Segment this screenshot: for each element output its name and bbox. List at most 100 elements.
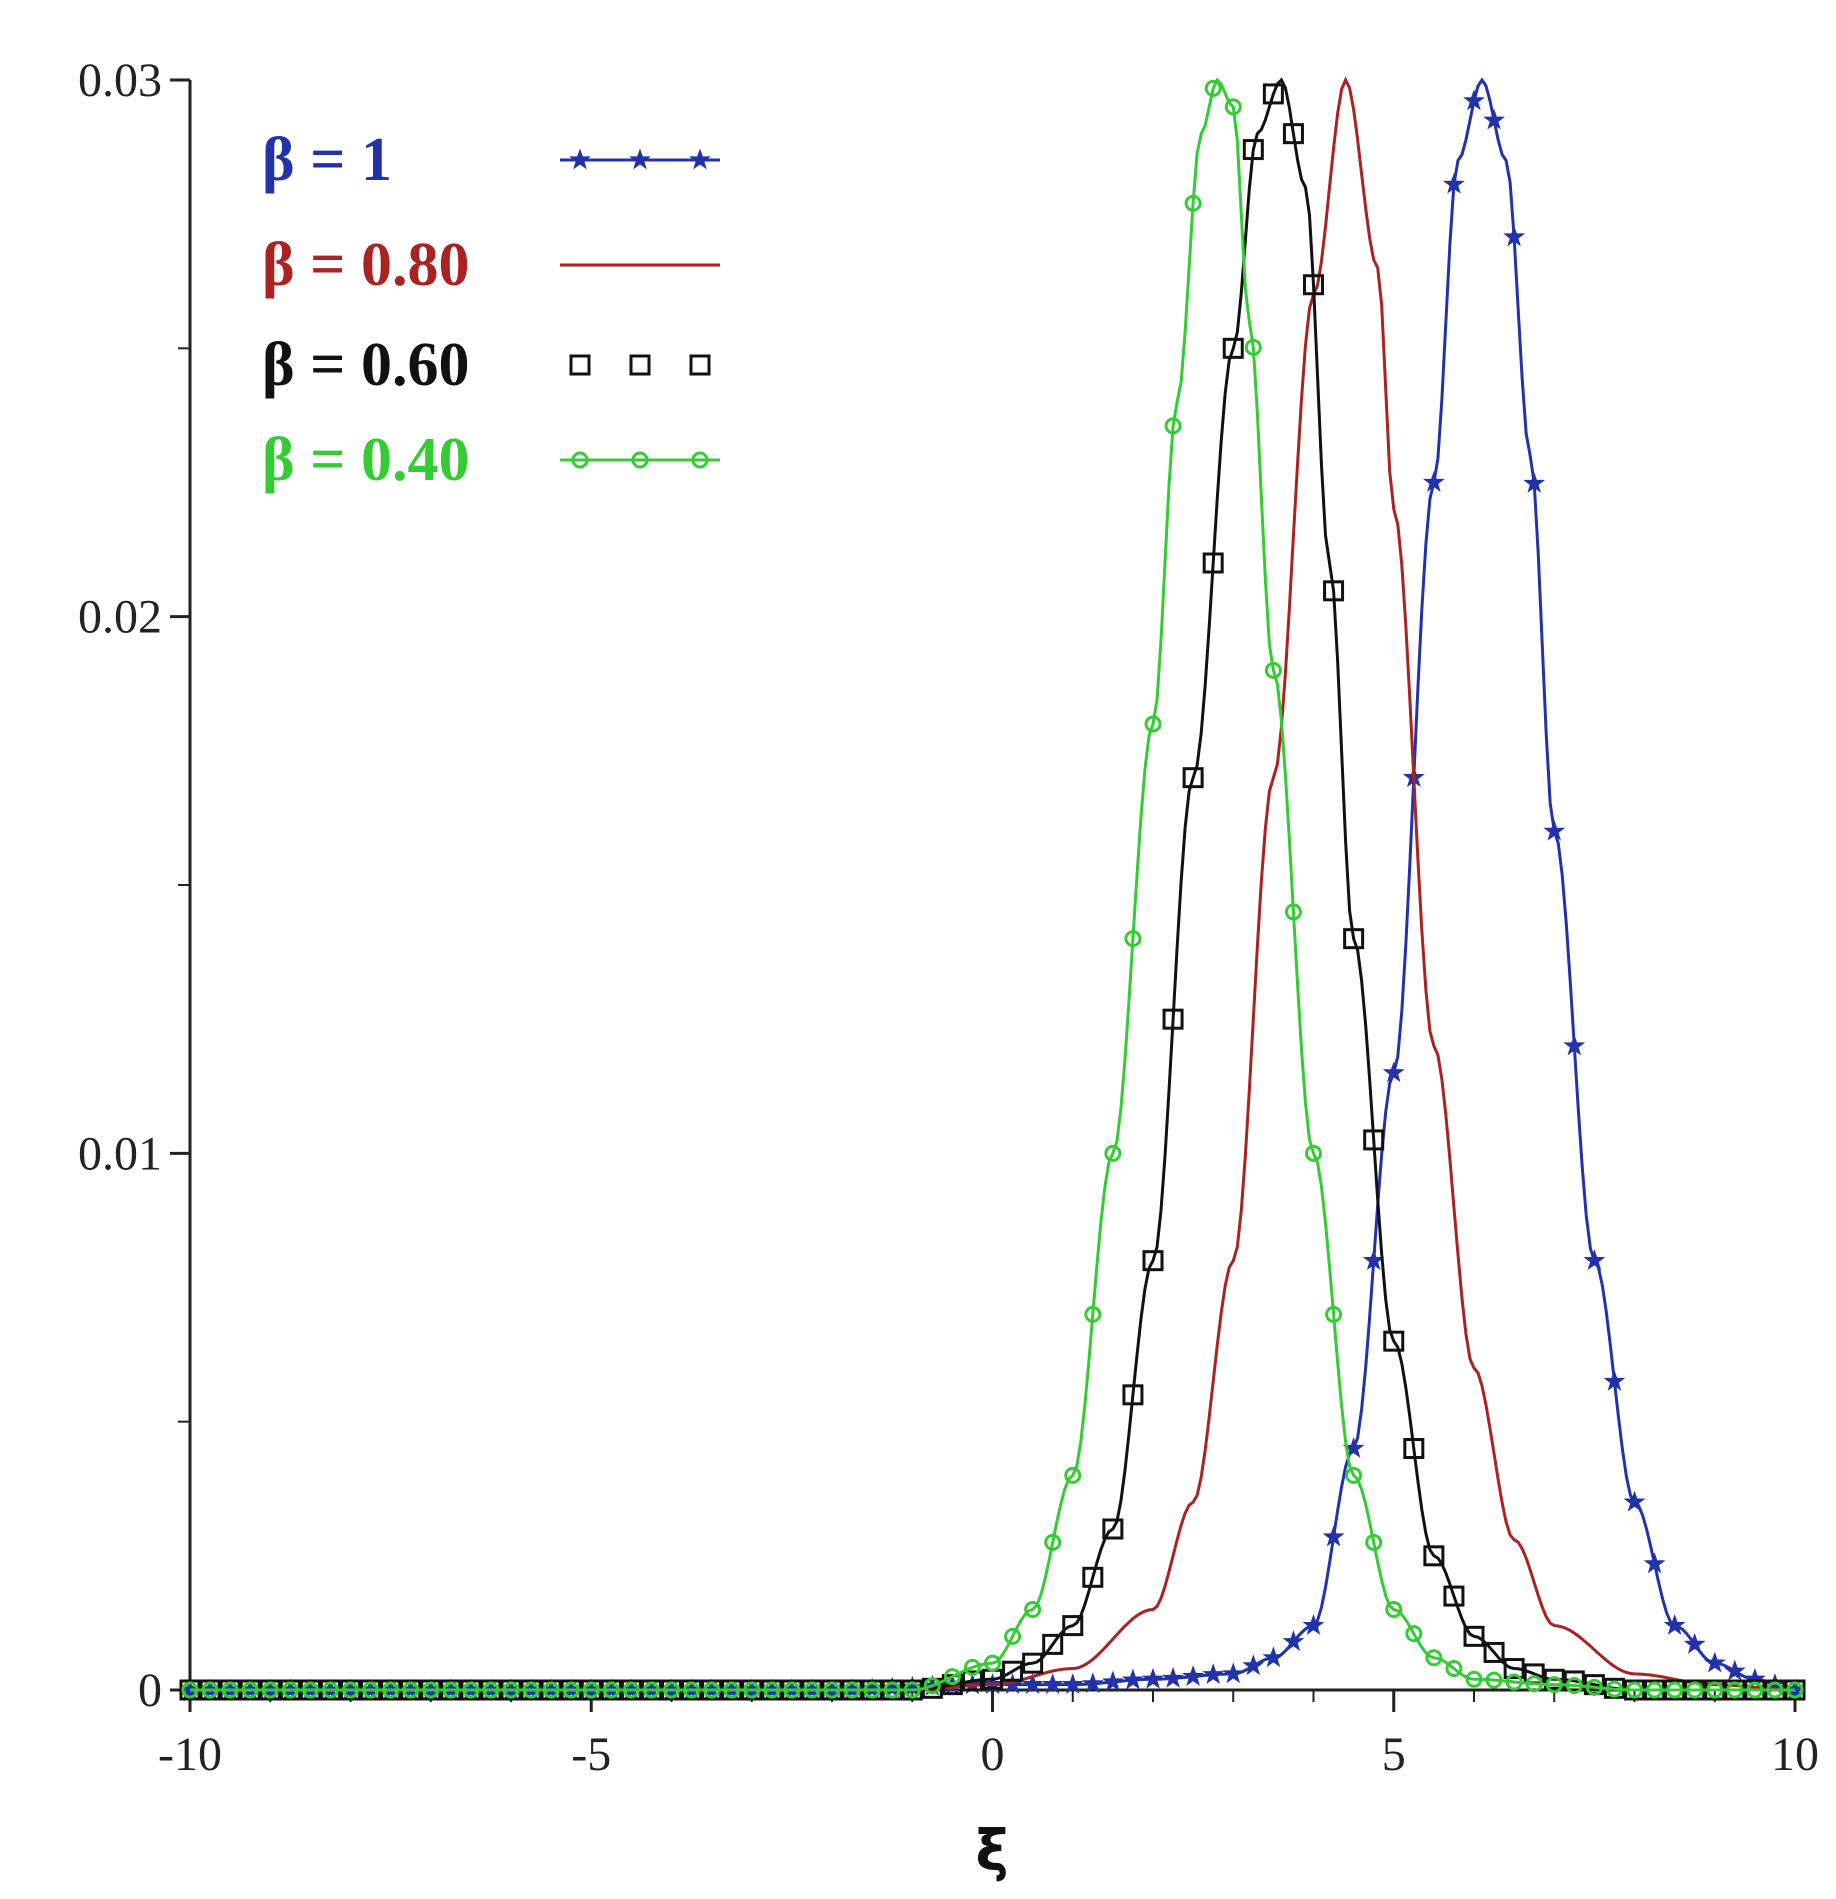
series-0-point: [1563, 1034, 1586, 1056]
series-3-point: [1224, 98, 1242, 116]
x-tick-label-1: -5: [571, 1728, 611, 1781]
series-3-point: [1284, 903, 1302, 921]
series-3-point: [582, 1681, 600, 1699]
series-3-point: [1184, 194, 1202, 212]
series-3-point: [1425, 1649, 1443, 1667]
series-3-point: [402, 1681, 420, 1699]
series-3-point: [562, 1681, 580, 1699]
series-3-point: [1124, 930, 1142, 948]
y-tick-label-1: 0.01: [78, 1127, 162, 1180]
series-2: [179, 77, 1806, 1701]
series-3-point: [1766, 1681, 1784, 1699]
series-2-point: [1343, 928, 1365, 950]
series-2-point: [1082, 1566, 1104, 1588]
series-3-point: [1706, 1681, 1724, 1699]
y-tick-label-0: 0: [138, 1664, 162, 1717]
series-3-point: [663, 1681, 680, 1699]
series-0-point: [1222, 1662, 1245, 1684]
x-tick-label-0: -10: [158, 1728, 222, 1781]
series-3-point: [963, 1658, 981, 1676]
series-3-point: [743, 1681, 761, 1699]
series-3-point: [1545, 1676, 1563, 1694]
series-3-point: [1525, 1675, 1543, 1693]
series-2-point: [1142, 1250, 1164, 1272]
series-0-point: [1683, 1632, 1706, 1654]
series-0-point: [1262, 1646, 1285, 1668]
series-0-point: [1483, 108, 1506, 130]
series-3-point: [723, 1681, 741, 1699]
series-0-point: [1523, 471, 1546, 493]
series-3-point: [482, 1681, 500, 1699]
legend-marker-0: [629, 148, 651, 170]
series-3-point: [1204, 79, 1222, 97]
series-0-point: [1081, 1672, 1104, 1694]
legend-marker-2: [569, 354, 591, 376]
series-0-point: [1503, 225, 1526, 247]
series-3-point: [321, 1681, 339, 1699]
legend: β = 1 β = 0.80 β = 0.60 β = 0.40: [262, 126, 720, 494]
series-2-point: [1463, 1625, 1485, 1647]
series-0-point: [1442, 172, 1465, 194]
legend-marker-3: [691, 451, 709, 469]
series-2-point: [1282, 123, 1304, 145]
series-0-point: [881, 1676, 904, 1698]
series-0-point: [1422, 470, 1445, 492]
x-tick-label-2: 0: [981, 1728, 1005, 1781]
series-3-point: [1405, 1625, 1423, 1643]
series-3-point: [843, 1681, 861, 1699]
series-0-point: [1202, 1663, 1225, 1685]
series-2-point: [1062, 1615, 1084, 1637]
series-2-point: [1202, 552, 1224, 574]
series-2-point: [1122, 1384, 1144, 1406]
series-0-point: [1603, 1369, 1626, 1391]
plot-area: -10 -5 0 5 10 0 0.01 0.02 0.03: [78, 54, 1819, 1781]
y-tick-label-3: 0.03: [78, 54, 162, 107]
series-0-point: [1623, 1490, 1646, 1512]
series-3-point: [903, 1681, 921, 1699]
series-0: [179, 77, 1806, 1700]
series-2-point: [1323, 580, 1345, 602]
series-2-point: [1242, 139, 1264, 161]
series-3-point: [382, 1681, 400, 1699]
series-3-point: [1646, 1681, 1664, 1699]
series-0-point: [1242, 1654, 1265, 1676]
series-3-point: [863, 1681, 881, 1699]
legend-marker-0: [569, 148, 591, 170]
series-3-point: [1004, 1627, 1022, 1645]
series-3-point: [362, 1681, 380, 1699]
series-3-point: [783, 1681, 801, 1699]
series-2-point: [1262, 83, 1284, 105]
series-3-point: [241, 1681, 259, 1699]
series-3-point: [1044, 1533, 1062, 1551]
legend-marker-3: [571, 451, 589, 469]
legend-label-1: β = 0.80: [262, 231, 470, 299]
series-3-point: [1485, 1671, 1503, 1689]
series-2-point: [1162, 1008, 1184, 1030]
series-0-point: [1382, 1061, 1405, 1083]
series-0-point: [1182, 1665, 1205, 1686]
x-axis-label: ξ: [975, 1819, 1008, 1884]
series-2-point: [1383, 1330, 1405, 1352]
series-0-point: [1723, 1659, 1746, 1681]
x-tick-label-4: 10: [1771, 1728, 1819, 1781]
series-2-point: [1182, 767, 1204, 789]
series-3-point: [342, 1681, 359, 1699]
series-3-point: [1244, 338, 1262, 356]
series-line-3: [190, 77, 1795, 1692]
series-0-point: [1282, 1630, 1305, 1652]
series-2-point: [1042, 1633, 1064, 1655]
series-3-point: [1305, 1144, 1322, 1162]
series-2-point: [1543, 1668, 1565, 1690]
series-3-point: [542, 1681, 560, 1699]
series-3-point: [221, 1681, 239, 1699]
series-0-point: [1583, 1249, 1606, 1271]
series-line-1: [190, 76, 1795, 1692]
series-3-point: [442, 1681, 460, 1699]
legend-marker-2: [629, 354, 651, 376]
legend-marker-2: [689, 354, 711, 376]
series-3-point: [1064, 1466, 1082, 1484]
series-0-point: [1061, 1673, 1084, 1694]
series-2-point: [1483, 1641, 1505, 1663]
series-3-point: [943, 1668, 961, 1686]
